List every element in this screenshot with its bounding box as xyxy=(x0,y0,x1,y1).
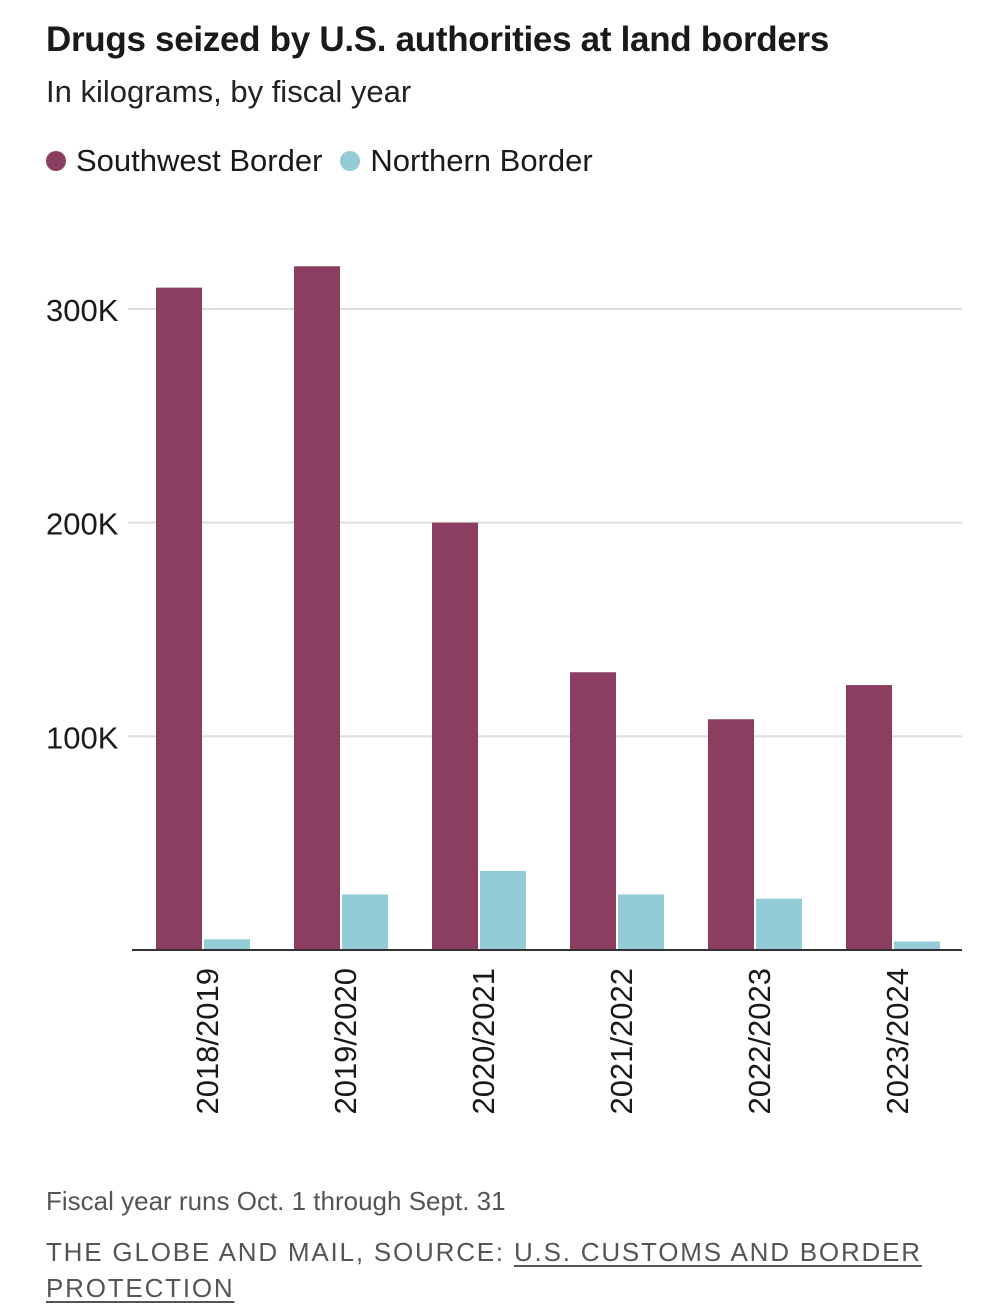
footnote: Fiscal year runs Oct. 1 through Sept. 31 xyxy=(46,1186,506,1216)
bar-northern xyxy=(894,941,940,950)
bar-chart: 100K 200K 300K 2018/2019 2019/2020 2020/2021 2… xyxy=(46,266,962,1115)
x-tick-label: 2023/2024 xyxy=(880,968,915,1115)
legend-label-southwest: Southwest Border xyxy=(76,143,323,178)
bar-southwest xyxy=(432,522,478,950)
publisher-name: THE GLOBE AND MAIL xyxy=(46,1237,356,1267)
chart-title: Drugs seized by U.S. authorities at land… xyxy=(46,20,829,59)
bar-southwest xyxy=(846,685,892,950)
bar-southwest xyxy=(156,287,202,951)
legend-item-northern: Northern Border xyxy=(340,143,593,179)
source-link[interactable]: U.S. CUSTOMS AND BORDER PROTECTION xyxy=(46,1237,922,1303)
bar-southwest xyxy=(294,266,340,950)
bar-northern xyxy=(342,894,388,950)
bar-southwest xyxy=(708,719,754,950)
credit-separator: , xyxy=(355,1237,374,1267)
bar-southwest xyxy=(570,672,616,950)
legend-item-southwest: Southwest Border xyxy=(46,143,322,179)
legend-swatch-northern xyxy=(340,151,361,171)
x-tick-label: 2021/2022 xyxy=(604,968,639,1115)
y-tick-label: 300K xyxy=(46,293,119,328)
credit-line: THE GLOBE AND MAIL, SOURCE: U.S. CUSTOMS… xyxy=(46,1234,946,1306)
bar-northern xyxy=(480,870,526,950)
source-prefix: SOURCE: xyxy=(373,1237,514,1267)
legend-swatch-southwest xyxy=(46,151,66,171)
x-tick-label: 2018/2019 xyxy=(190,968,225,1115)
bar-northern xyxy=(756,898,802,950)
chart-subtitle: In kilograms, by fiscal year xyxy=(46,74,412,109)
legend-label-northern: Northern Border xyxy=(370,143,593,178)
x-tick-label: 2022/2023 xyxy=(742,968,777,1115)
legend: Southwest Border Northern Border xyxy=(46,143,611,179)
bar-northern xyxy=(618,894,664,950)
y-tick-label: 200K xyxy=(46,507,119,542)
y-tick-label: 100K xyxy=(46,720,119,755)
bar-northern xyxy=(204,939,250,950)
x-tick-label: 2020/2021 xyxy=(466,968,501,1115)
x-tick-label: 2019/2020 xyxy=(328,968,363,1115)
